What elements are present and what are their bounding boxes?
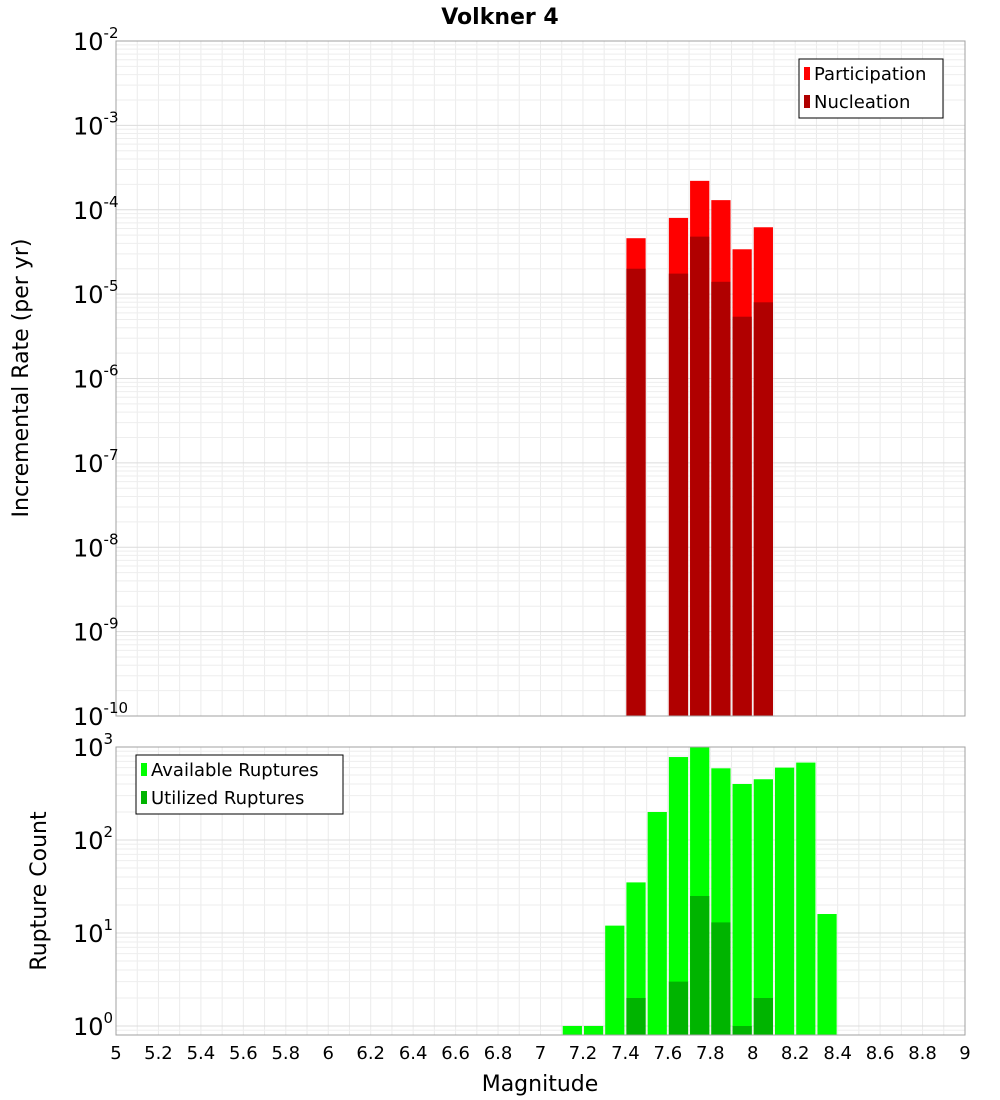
y-tick-label: 102 <box>73 823 113 855</box>
x-tick-label: 6.4 <box>399 1043 428 1064</box>
x-tick-label: 7.2 <box>569 1043 598 1064</box>
y-tick-label: 101 <box>73 916 113 948</box>
x-tick-label: 7.4 <box>611 1043 640 1064</box>
y-tick-label: 10-2 <box>73 24 119 56</box>
bar <box>733 317 752 716</box>
bar <box>711 282 730 716</box>
y-tick-label: 10-5 <box>73 277 119 309</box>
top-y-axis-label: Incremental Rate (per yr) <box>9 239 34 518</box>
bar <box>563 1026 582 1035</box>
bar <box>669 274 688 716</box>
bottom-x-ticks: 5 5.2 5.4 5.6 5.8 6 6.2 6.4 6.6 6.8 7 7.2 7.4 7.6 7.8 8… <box>110 1043 970 1064</box>
legend-swatch <box>804 67 810 80</box>
y-tick-label: 10-7 <box>73 446 119 478</box>
x-tick-label: 8.4 <box>823 1043 852 1064</box>
x-tick-label: 5.6 <box>229 1043 258 1064</box>
x-tick-label: 6.8 <box>484 1043 513 1064</box>
x-tick-label: 7.8 <box>696 1043 725 1064</box>
top-legend: Participation Nucleation <box>799 59 943 118</box>
chart-figure: Volkner 4 10-210-310-410-510-610-710-810… <box>0 0 1000 1100</box>
x-tick-label: 8.8 <box>908 1043 937 1064</box>
y-tick-label: 10-3 <box>73 108 119 140</box>
bar <box>669 982 688 1035</box>
x-tick-label: 6.2 <box>356 1043 385 1064</box>
x-tick-label: 5 <box>110 1043 121 1064</box>
x-tick-label: 8 <box>747 1043 758 1064</box>
bar <box>626 998 645 1035</box>
x-tick-label: 5.8 <box>271 1043 300 1064</box>
x-tick-label: 8.2 <box>781 1043 810 1064</box>
legend-label: Available Ruptures <box>151 760 319 781</box>
y-tick-label: 10-10 <box>73 699 128 731</box>
y-tick-label: 100 <box>73 1009 113 1041</box>
bar <box>754 779 773 1035</box>
bar <box>690 237 709 716</box>
y-tick-label: 10-9 <box>73 615 119 647</box>
y-tick-label: 10-4 <box>73 193 119 225</box>
bar <box>754 302 773 716</box>
bar <box>605 926 624 1035</box>
legend-swatch <box>141 763 147 776</box>
legend-label: Utilized Ruptures <box>151 788 304 809</box>
bar <box>584 1026 603 1035</box>
x-tick-label: 6 <box>323 1043 334 1064</box>
bar <box>817 914 836 1035</box>
legend-swatch <box>141 791 147 804</box>
chart-title: Volkner 4 <box>441 5 559 30</box>
bottom-y-axis-label: Rupture Count <box>27 811 52 971</box>
bar <box>648 812 667 1035</box>
top-grid <box>116 41 965 716</box>
top-panel: 10-2 10-3 10-4 10-5 10-6 10-7 10-8 10-9 10-10 Par… <box>73 24 965 731</box>
x-tick-label: 6.6 <box>441 1043 470 1064</box>
x-tick-label: 5.2 <box>144 1043 173 1064</box>
bottom-y-ticks: 103 102 101 100 <box>73 730 113 1041</box>
bar <box>775 768 794 1035</box>
bar <box>690 896 709 1035</box>
legend-label: Nucleation <box>814 92 910 113</box>
legend-swatch <box>804 95 810 108</box>
x-tick-label: 8.6 <box>866 1043 895 1064</box>
x-tick-label: 7.6 <box>654 1043 683 1064</box>
legend-label: Participation <box>814 64 926 85</box>
bar <box>626 269 645 716</box>
bar <box>796 763 815 1035</box>
bar <box>754 998 773 1035</box>
x-tick-label: 9 <box>959 1043 970 1064</box>
x-tick-label: 7 <box>535 1043 546 1064</box>
y-tick-label: 10-6 <box>73 362 119 394</box>
bar <box>733 1026 752 1035</box>
x-axis-label: Magnitude <box>482 1072 599 1097</box>
bar <box>711 922 730 1035</box>
bar <box>733 784 752 1035</box>
y-tick-label: 10-8 <box>73 530 119 562</box>
x-tick-label: 5.4 <box>187 1043 216 1064</box>
y-tick-label: 103 <box>73 730 113 762</box>
bottom-legend: Available Ruptures Utilized Ruptures <box>136 755 343 814</box>
